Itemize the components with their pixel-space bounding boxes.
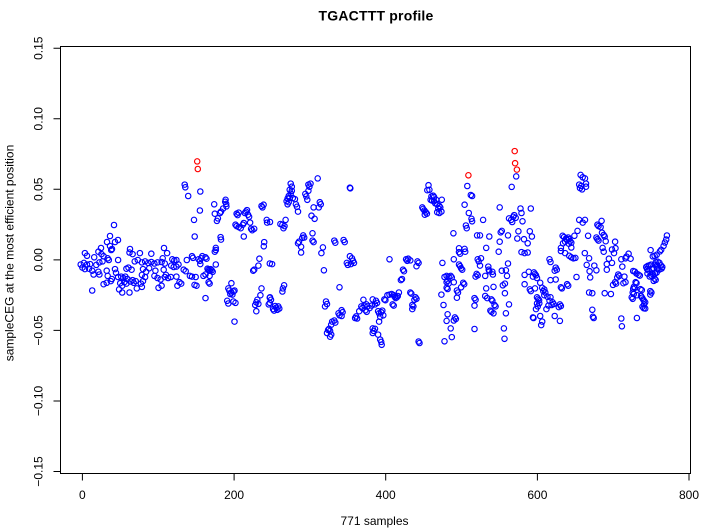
svg-text:−0.05: −0.05 bbox=[32, 315, 46, 346]
svg-text:0: 0 bbox=[79, 488, 86, 502]
svg-text:800: 800 bbox=[679, 488, 699, 502]
svg-text:−0.10: −0.10 bbox=[32, 385, 46, 416]
svg-text:771 samples: 771 samples bbox=[340, 514, 408, 528]
svg-text:0.10: 0.10 bbox=[32, 107, 46, 131]
svg-text:−0.15: −0.15 bbox=[32, 456, 46, 487]
svg-text:TGACTTT profile: TGACTTT profile bbox=[319, 8, 434, 24]
svg-text:400: 400 bbox=[376, 488, 396, 502]
svg-text:600: 600 bbox=[527, 488, 547, 502]
svg-text:0.00: 0.00 bbox=[32, 248, 46, 272]
svg-text:0.05: 0.05 bbox=[32, 177, 46, 201]
svg-text:200: 200 bbox=[224, 488, 244, 502]
svg-text:sampleCEG at the most efficien: sampleCEG at the most efficient position bbox=[3, 145, 17, 362]
svg-text:0.15: 0.15 bbox=[32, 36, 46, 60]
